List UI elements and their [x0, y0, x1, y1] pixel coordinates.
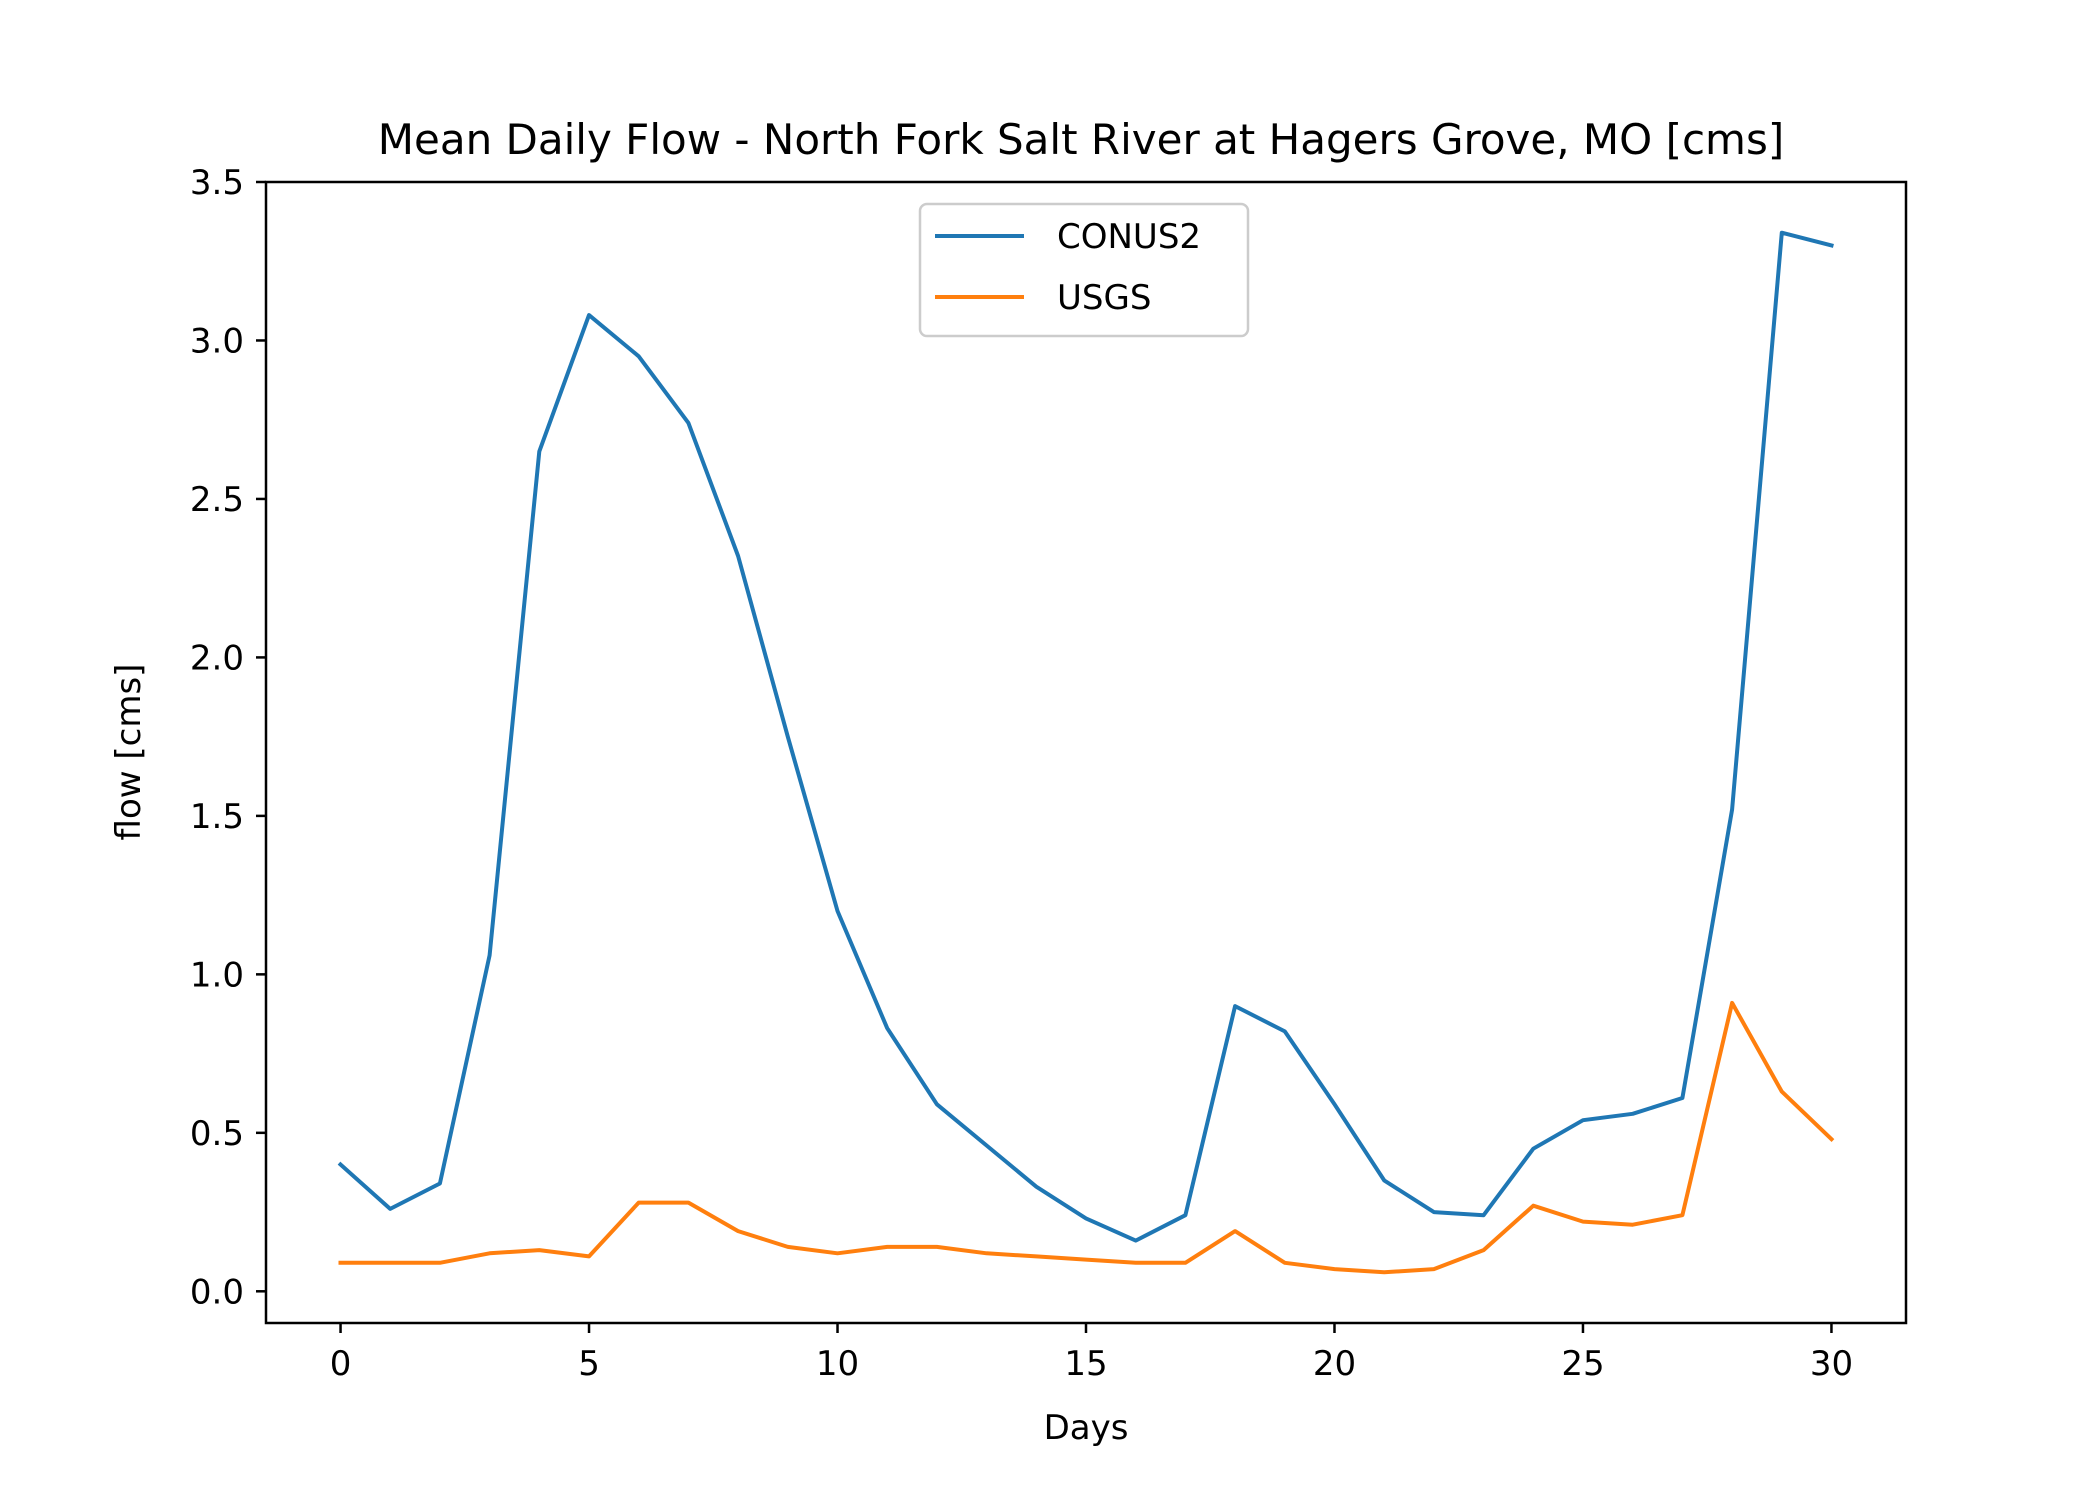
y-tick-label: 3.5 [190, 163, 244, 203]
x-tick-label: 0 [330, 1344, 352, 1384]
x-tick-label: 5 [578, 1344, 600, 1384]
x-tick-label: 20 [1313, 1344, 1356, 1384]
y-tick-label: 2.5 [190, 480, 244, 520]
y-axis-label: flow [cms] [109, 664, 149, 841]
x-tick-label: 30 [1810, 1344, 1853, 1384]
y-tick-label: 0.5 [190, 1114, 244, 1154]
series-layer [337, 230, 1835, 1275]
y-tick-label: 3.0 [190, 321, 244, 361]
legend-label-usgs: USGS [1057, 278, 1151, 318]
x-tick-label: 10 [816, 1344, 859, 1384]
series-line-conus2 [337, 230, 1834, 1243]
series-line-usgs [338, 1000, 1835, 1275]
chart-title: Mean Daily Flow - North Fork Salt River … [378, 115, 1784, 164]
y-tick-label: 1.5 [190, 797, 244, 837]
y-tick-label: 1.0 [190, 955, 244, 995]
legend: CONUS2 USGS [918, 202, 1250, 338]
x-axis: 0 5 10 15 20 25 30 [330, 1323, 1853, 1384]
x-tick-label: 15 [1064, 1344, 1107, 1384]
x-tick-label: 25 [1561, 1344, 1604, 1384]
y-tick-label: 0.0 [190, 1272, 244, 1312]
y-tick-label: 2.0 [190, 638, 244, 678]
x-axis-label: Days [1044, 1408, 1129, 1448]
y-axis: 0.0 0.5 1.0 1.5 2.0 2.5 3.0 3.5 [190, 163, 266, 1312]
legend-label-conus2: CONUS2 [1057, 217, 1201, 257]
